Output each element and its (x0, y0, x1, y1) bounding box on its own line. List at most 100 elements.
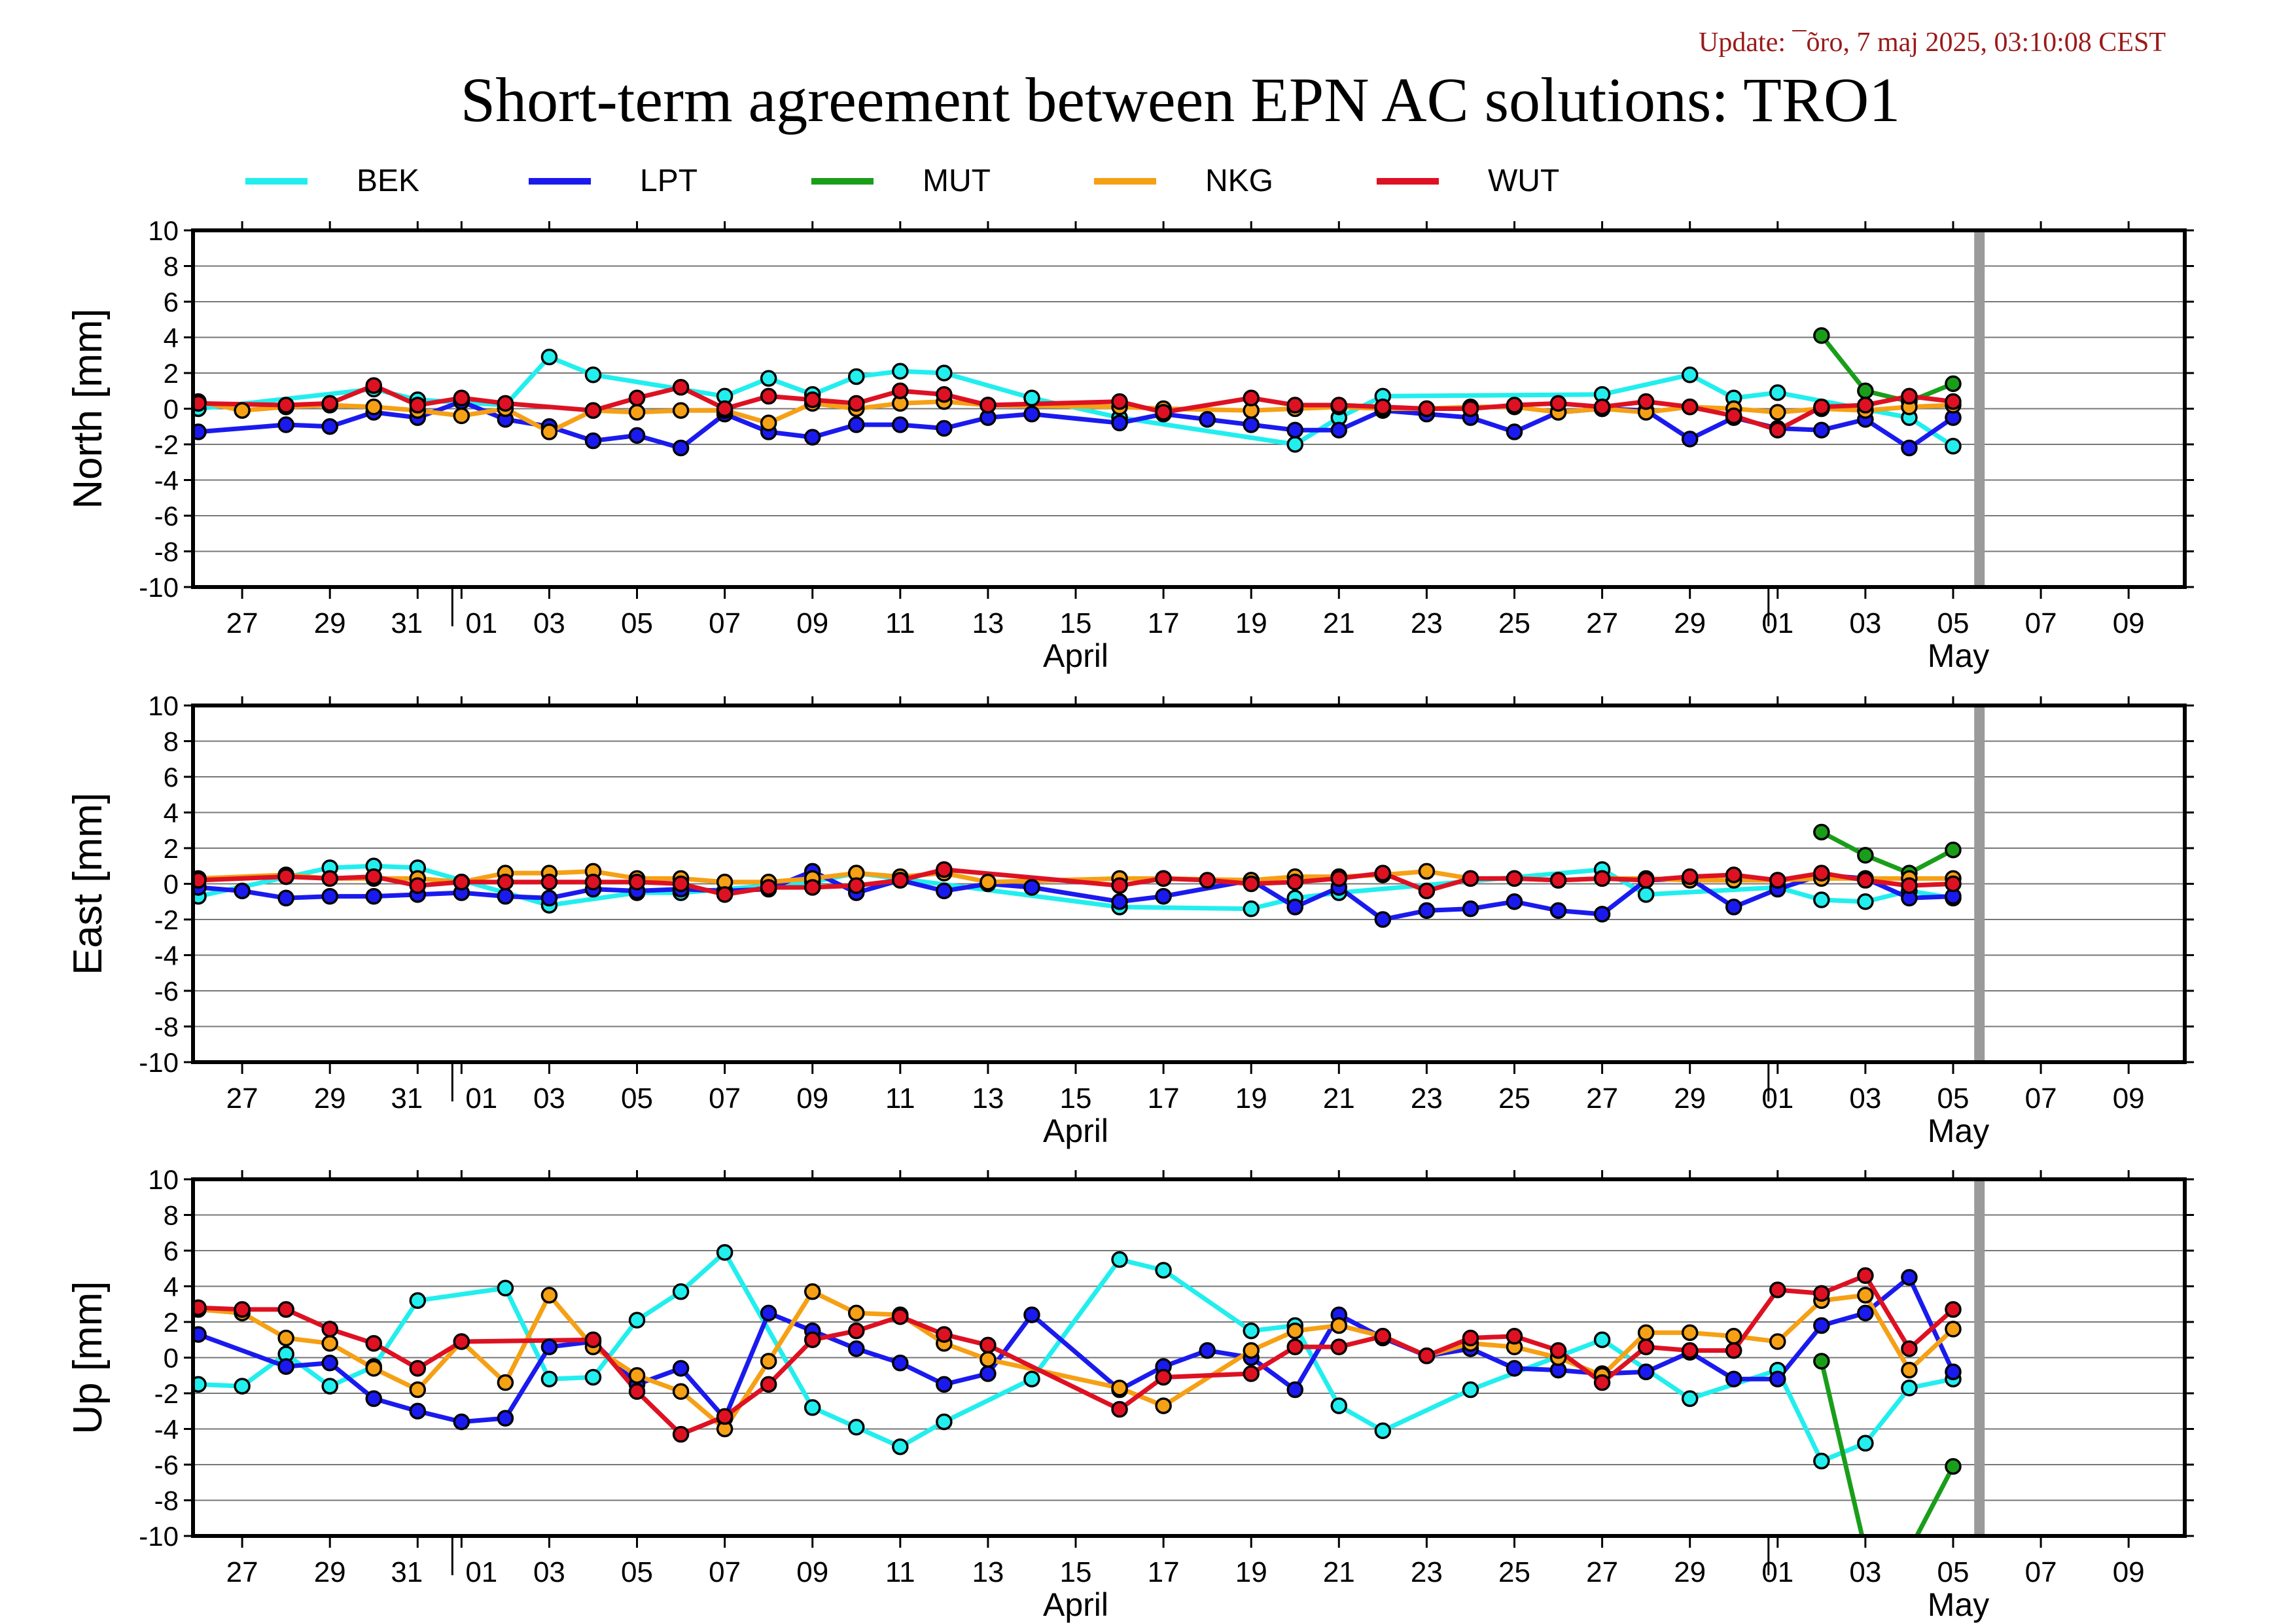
data-point-lpt (234, 882, 251, 900)
x-tick-label: 17 (1148, 1556, 1180, 1588)
x-tick-label: 29 (1674, 1556, 1706, 1588)
y-tick-label: 8 (164, 1200, 179, 1231)
panel-east: 10 8 6 4 2 0 -2 -4 -6 -8 -10 27 29 31 01 03 05 07 09 11 13 15… (65, 690, 2194, 1149)
data-point-bek (628, 1311, 646, 1329)
update-timestamp: Update: ¯õro, 7 maj 2025, 03:10:08 CEST (1699, 27, 2166, 58)
data-point-lpt (848, 416, 865, 433)
data-point-bek (1593, 1331, 1611, 1348)
data-point-lpt (760, 1304, 777, 1322)
x-tick-label: 03 (1849, 1556, 1881, 1588)
data-point-bek (936, 365, 953, 382)
data-point-wut (1506, 870, 1523, 887)
data-point-wut (980, 397, 997, 414)
data-point-wut (1857, 397, 1874, 414)
data-point-wut (277, 397, 294, 414)
data-point-bek (1681, 366, 1699, 383)
data-point-bek (1023, 1370, 1040, 1387)
data-point-lpt (892, 416, 909, 433)
data-point-lpt (497, 887, 514, 905)
data-point-lpt (1286, 899, 1304, 916)
current-date-marker (1974, 1181, 1985, 1535)
data-point-mut (1857, 847, 1874, 864)
x-tick-label: 27 (226, 1556, 258, 1588)
series-line-mut (1820, 830, 1954, 876)
data-point-nkg (540, 1287, 558, 1304)
data-point-nkg (234, 402, 251, 419)
data-point-wut (1901, 877, 1918, 894)
data-point-lpt (1769, 1370, 1786, 1387)
legend-label: BEK (357, 164, 419, 198)
data-point-lpt (1506, 893, 1523, 910)
legend-item-lpt: LPT (529, 164, 698, 198)
data-point-lpt (497, 1410, 514, 1427)
x-tick-label: 27 (226, 607, 258, 639)
x-tick-label: 01 (1761, 1556, 1793, 1588)
x-tick-label: 19 (1235, 607, 1267, 639)
data-point-bek (804, 1399, 821, 1416)
plot-frame (191, 228, 2187, 589)
x-tick-label: 01 (1761, 607, 1793, 639)
panel-north: 10 8 6 4 2 0 -2 -4 -6 -8 -10 27 29 31 01 03 05 07 09 11 13 15… (65, 215, 2194, 674)
y-tick-label: -4 (154, 465, 179, 496)
data-point-lpt (804, 429, 821, 446)
data-point-wut (277, 1301, 294, 1318)
x-tick-label: 27 (1586, 607, 1618, 639)
data-point-wut (409, 1360, 427, 1377)
series-line-mut (1820, 334, 1954, 404)
x-tick-label: 01 (1761, 1082, 1793, 1115)
data-point-wut (1506, 1328, 1523, 1345)
data-point-nkg (980, 1351, 997, 1368)
y-tick-label: 0 (164, 394, 179, 425)
data-point-wut (453, 389, 470, 406)
y-axis-label: North [mm] (65, 308, 111, 509)
data-point-lpt (1374, 911, 1392, 928)
data-point-wut (672, 875, 690, 893)
data-point-nkg (804, 1283, 821, 1300)
data-point-wut (1681, 399, 1699, 416)
data-point-wut (1857, 1267, 1874, 1284)
data-point-lpt (321, 1354, 338, 1372)
data-point-nkg (1725, 1328, 1742, 1345)
month-label: April (1043, 1586, 1108, 1623)
data-point-lpt (321, 418, 338, 435)
data-point-wut (1945, 875, 1962, 893)
data-point-lpt (1813, 1317, 1830, 1334)
x-tick-label: 17 (1148, 607, 1180, 639)
data-point-lpt (1111, 893, 1128, 910)
data-point-wut (892, 872, 909, 889)
data-point-wut (409, 397, 427, 414)
data-point-wut (1418, 882, 1436, 900)
data-point-bek (1945, 437, 1962, 455)
y-tick-label: 6 (164, 762, 179, 793)
data-point-lpt (1549, 902, 1567, 919)
x-tick-label: 05 (1937, 1556, 1969, 1588)
x-tick-label: 15 (1060, 1556, 1092, 1588)
x-tick-label: 29 (314, 607, 346, 639)
current-date-marker (1974, 707, 1985, 1061)
plot-frame (191, 1177, 2187, 1538)
data-point-lpt (277, 416, 294, 433)
data-point-wut (804, 1331, 821, 1348)
data-point-lpt (1418, 902, 1436, 919)
data-point-bek (936, 1413, 953, 1431)
data-point-wut (1813, 399, 1830, 416)
data-point-wut (760, 387, 777, 405)
data-point-bek (716, 1243, 733, 1261)
x-tick-label: 11 (885, 607, 915, 639)
data-point-bek (672, 1283, 690, 1300)
month-label: April (1043, 637, 1108, 674)
y-tick-label: -10 (139, 1047, 179, 1078)
data-point-lpt (1023, 879, 1040, 896)
data-point-wut (716, 1408, 733, 1425)
data-point-nkg (1945, 1321, 1962, 1338)
data-point-wut (628, 389, 646, 406)
y-tick-label: 4 (164, 798, 179, 829)
data-point-lpt (980, 1365, 997, 1382)
data-point-bek (1330, 1397, 1348, 1414)
data-point-wut (1286, 874, 1304, 891)
month-label: May (1928, 1586, 1989, 1623)
data-point-wut (193, 1299, 207, 1316)
data-point-nkg (1637, 1324, 1655, 1342)
x-tick-label: 17 (1148, 1082, 1180, 1115)
data-point-wut (1549, 395, 1567, 412)
